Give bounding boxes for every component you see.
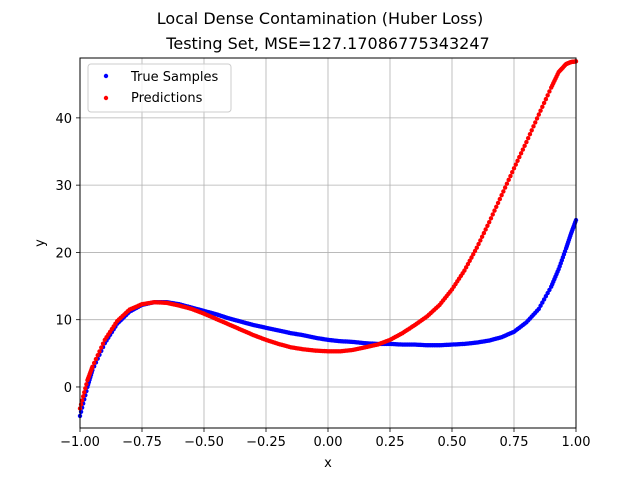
data-point — [97, 349, 102, 354]
data-point — [547, 89, 552, 94]
data-point — [536, 112, 541, 117]
data-point — [499, 193, 504, 198]
data-point — [474, 245, 479, 250]
data-point — [91, 360, 97, 366]
data-point — [100, 341, 106, 346]
legend-box — [87, 63, 232, 113]
data-point — [483, 227, 488, 232]
y-axis-label: y — [33, 239, 48, 247]
data-point — [494, 204, 499, 209]
data-point — [531, 124, 536, 129]
data-point — [99, 345, 104, 350]
data-point — [513, 162, 518, 167]
legend: True Samples Predictions — [87, 63, 232, 113]
data-point — [538, 108, 543, 113]
x-tick-label: 1.00 — [562, 435, 591, 450]
data-point — [518, 151, 524, 156]
chart-title: Local Dense Contamination (Huber Loss) — [157, 9, 483, 28]
data-point — [471, 252, 476, 257]
data-point — [543, 96, 549, 102]
axis-ticks: −1.00 −0.75 −0.50 −0.25 0.00 0.25 0.50 0.75 1.00… — [55, 112, 590, 450]
x-tick-label: −0.75 — [122, 435, 162, 450]
data-point — [517, 154, 522, 160]
y-tick-label: 20 — [55, 246, 72, 261]
legend-label-predictions: Predictions — [131, 91, 203, 106]
legend-marker-predictions — [103, 95, 109, 101]
y-tick-label: 30 — [55, 179, 72, 194]
data-point — [504, 181, 510, 186]
data-point — [522, 143, 527, 149]
data-point — [472, 248, 478, 254]
x-tick-label: −0.50 — [184, 435, 224, 450]
data-points — [77, 59, 579, 419]
data-point — [492, 208, 497, 213]
data-point — [502, 185, 508, 190]
data-point — [478, 238, 483, 243]
y-tick-label: 0 — [64, 381, 72, 396]
data-point — [540, 104, 545, 110]
x-tick-label: 0.25 — [376, 435, 405, 450]
data-point — [524, 139, 529, 145]
data-point — [541, 100, 547, 106]
x-tick-label: 0.00 — [314, 435, 343, 450]
data-point — [467, 258, 472, 263]
data-point — [462, 268, 467, 273]
data-point — [93, 356, 99, 362]
data-point — [506, 177, 511, 183]
data-point — [515, 158, 520, 164]
data-point — [83, 386, 88, 391]
chart-subtitle: Testing Set, MSE=127.17086775343247 — [165, 34, 489, 53]
x-tick-label: −0.25 — [246, 435, 286, 450]
data-point — [527, 132, 533, 137]
data-point — [481, 230, 487, 236]
data-point — [490, 212, 495, 217]
data-point — [469, 255, 474, 260]
data-point — [495, 200, 501, 206]
data-point — [479, 234, 485, 239]
data-point — [497, 196, 503, 202]
data-point — [465, 261, 471, 267]
data-point — [511, 166, 517, 171]
data-point — [82, 390, 87, 395]
data-point — [488, 216, 494, 221]
data-point — [95, 353, 100, 358]
data-point — [510, 169, 515, 175]
data-point — [79, 398, 85, 403]
x-tick-label: 0.50 — [438, 435, 467, 450]
data-point — [545, 93, 550, 98]
data-point — [84, 382, 89, 387]
data-point — [534, 116, 540, 121]
data-point — [476, 241, 481, 247]
x-tick-label: 0.75 — [500, 435, 529, 450]
data-point — [508, 173, 513, 179]
data-point — [529, 128, 534, 133]
data-point — [487, 219, 492, 225]
x-tick-label: −1.00 — [60, 435, 100, 450]
data-point — [90, 364, 95, 369]
data-point — [485, 223, 490, 228]
y-tick-label: 10 — [55, 314, 72, 329]
series-predictions — [77, 59, 579, 411]
data-point — [520, 147, 526, 152]
data-point — [501, 189, 506, 194]
legend-label-true-samples: True Samples — [130, 70, 218, 85]
data-point — [525, 135, 531, 141]
data-point — [533, 120, 538, 125]
data-point — [80, 394, 86, 399]
data-point — [463, 265, 469, 270]
legend-marker-true-samples — [103, 73, 109, 79]
x-axis-label: x — [324, 456, 332, 471]
y-tick-label: 40 — [55, 112, 72, 127]
